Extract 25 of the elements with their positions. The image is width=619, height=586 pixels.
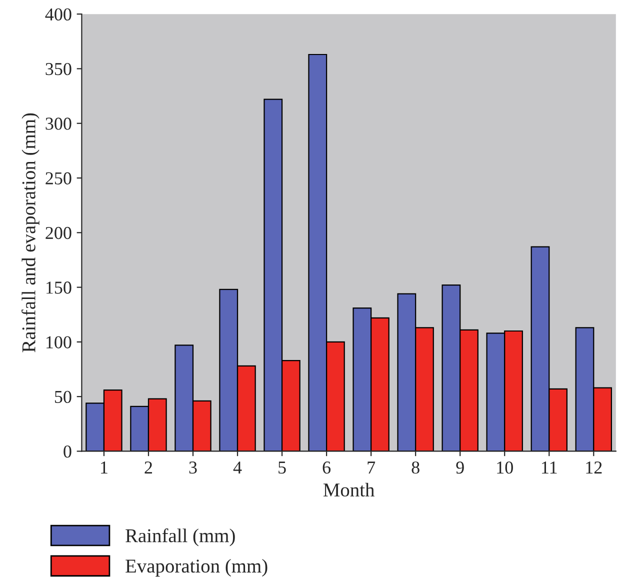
legend-label: Evaporation (mm) <box>126 558 268 577</box>
x-tick-label: 11 <box>542 462 557 474</box>
x-tick-label: 10 <box>497 461 513 474</box>
y-tick-label: 300 <box>46 118 72 130</box>
x-tick-label: 7 <box>368 462 376 474</box>
y-tick-label: 250 <box>46 172 72 184</box>
x-tick-label: 3 <box>189 462 197 474</box>
x-tick-label: 1 <box>101 462 108 474</box>
legend-label: Rainfall (mm) <box>126 528 235 546</box>
x-tick-label: 2 <box>144 462 152 474</box>
x-axis-title: Month <box>323 482 374 497</box>
y-tick-label: 350 <box>46 62 72 76</box>
y-tick-label: 400 <box>45 8 72 21</box>
x-tick-label: 4 <box>233 462 242 474</box>
x-tick-label: 6 <box>322 462 331 474</box>
x-tick-label: 8 <box>412 461 420 474</box>
y-tick-label: 0 <box>64 445 72 458</box>
y-tick-label: 50 <box>54 390 72 404</box>
x-tick-label: 9 <box>456 462 464 474</box>
y-tick-label: 100 <box>46 336 72 348</box>
x-tick-label: 12 <box>586 462 602 474</box>
y-tick-label: 150 <box>46 282 72 294</box>
x-tick-label: 5 <box>278 462 286 474</box>
y-axis-title: Rainfall and evaporation (mm) <box>22 113 40 352</box>
y-tick-label: 200 <box>46 226 72 240</box>
